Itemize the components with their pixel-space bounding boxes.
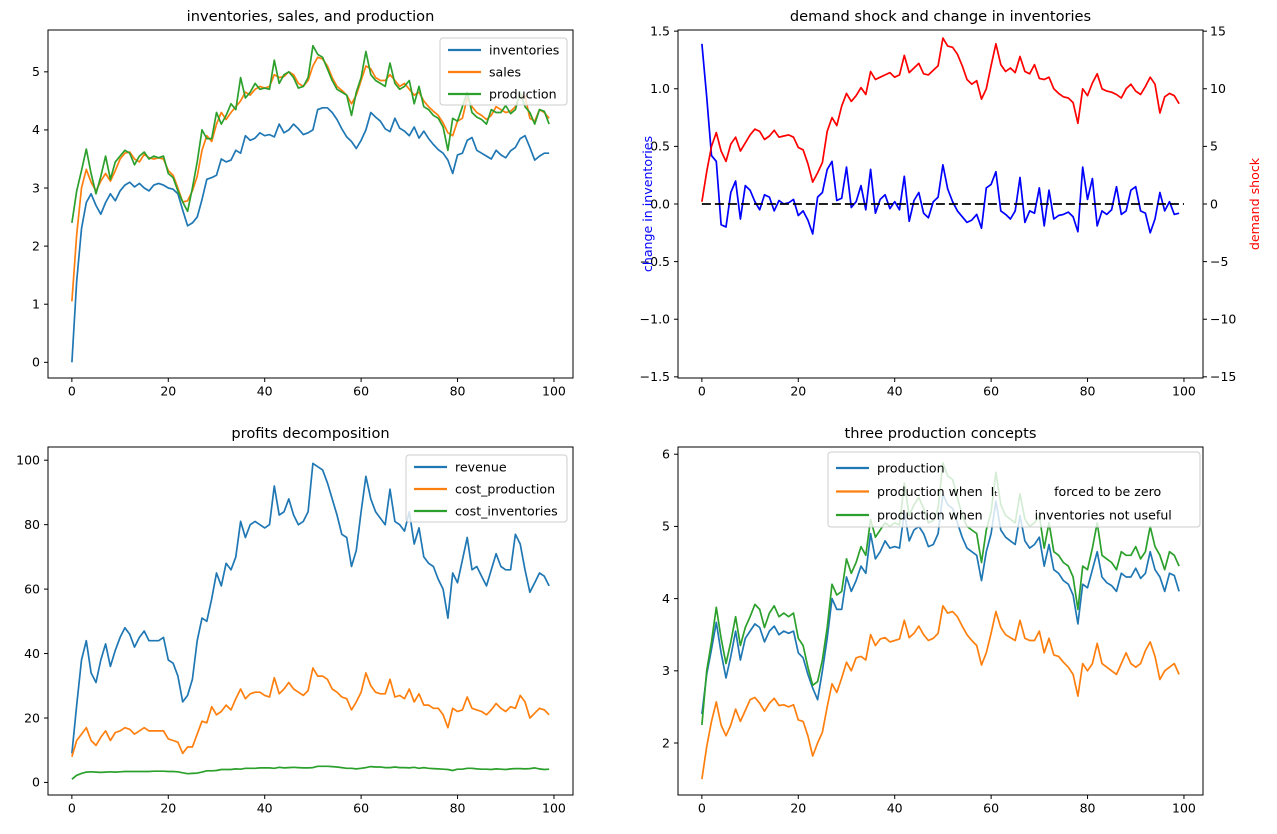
svg-text:production when Iₜ: production when Iₜ forced to be zero bbox=[877, 484, 1161, 499]
y-axis-label-change-in-inventories: change in inventories bbox=[640, 135, 655, 273]
svg-text:80: 80 bbox=[1080, 801, 1096, 816]
svg-text:0: 0 bbox=[32, 355, 40, 370]
svg-text:3: 3 bbox=[32, 180, 40, 195]
svg-text:−1.5: −1.5 bbox=[640, 369, 670, 384]
svg-text:100: 100 bbox=[1172, 384, 1196, 399]
svg-text:60: 60 bbox=[983, 384, 999, 399]
svg-text:0.5: 0.5 bbox=[650, 139, 670, 154]
svg-text:6: 6 bbox=[662, 447, 670, 462]
svg-text:20: 20 bbox=[790, 384, 806, 399]
svg-text:100: 100 bbox=[542, 384, 566, 399]
chart-title-inventories-sales-production: inventories, sales, and production bbox=[186, 8, 435, 25]
svg-text:5: 5 bbox=[1210, 139, 1218, 154]
svg-text:5: 5 bbox=[32, 64, 40, 79]
svg-text:1.0: 1.0 bbox=[650, 81, 670, 96]
svg-text:3: 3 bbox=[662, 663, 670, 678]
svg-text:40: 40 bbox=[257, 384, 273, 399]
svg-text:80: 80 bbox=[1080, 384, 1096, 399]
svg-text:15: 15 bbox=[1210, 23, 1226, 38]
svg-text:20: 20 bbox=[790, 801, 806, 816]
svg-text:20: 20 bbox=[160, 801, 176, 816]
svg-text:revenue: revenue bbox=[455, 459, 507, 474]
svg-text:10: 10 bbox=[1210, 81, 1226, 96]
svg-text:−15: −15 bbox=[1210, 369, 1236, 384]
three-production-concepts-chart: 0 20 40 60 80 100 2 3 4 5 6 production production wh… bbox=[662, 446, 1204, 816]
svg-text:80: 80 bbox=[450, 801, 466, 816]
svg-text:2: 2 bbox=[662, 735, 670, 750]
svg-text:0: 0 bbox=[698, 801, 706, 816]
chart-title-three-production-concepts: three production concepts bbox=[844, 425, 1037, 442]
demand-shock-inventory-change-chart: 0 20 40 60 80 100−1.5−1.0−0.50.00.51.01.5−15−… bbox=[640, 23, 1237, 399]
svg-text:5: 5 bbox=[662, 519, 670, 534]
svg-text:100: 100 bbox=[1172, 801, 1196, 816]
svg-text:40: 40 bbox=[887, 384, 903, 399]
svg-text:40: 40 bbox=[887, 801, 903, 816]
svg-text:20: 20 bbox=[160, 384, 176, 399]
svg-text:cost_inventories: cost_inventories bbox=[455, 503, 558, 518]
svg-text:production: production bbox=[877, 460, 945, 475]
profits-decomposition-chart: 0 20 40 60 80 100 0 20 40 60 80 100 revenue cost_prod… bbox=[16, 446, 574, 816]
svg-text:1.5: 1.5 bbox=[650, 23, 670, 38]
svg-text:0: 0 bbox=[32, 775, 40, 790]
svg-text:0.0: 0.0 bbox=[650, 196, 670, 211]
svg-text:production when in: production when inventories not useful bbox=[877, 507, 1172, 522]
svg-text:100: 100 bbox=[542, 801, 566, 816]
svg-text:−5: −5 bbox=[1210, 254, 1228, 269]
svg-text:sales: sales bbox=[489, 64, 521, 79]
y-axis-label-demand-shock: demand shock bbox=[1247, 157, 1262, 251]
svg-text:cost_production: cost_production bbox=[455, 481, 555, 496]
svg-text:inventories: inventories bbox=[489, 42, 559, 57]
svg-text:100: 100 bbox=[16, 453, 40, 468]
svg-text:−1.0: −1.0 bbox=[640, 312, 670, 327]
svg-text:2: 2 bbox=[32, 238, 40, 253]
svg-text:1: 1 bbox=[32, 297, 40, 312]
svg-text:40: 40 bbox=[24, 646, 40, 661]
svg-text:80: 80 bbox=[24, 517, 40, 532]
svg-text:40: 40 bbox=[257, 801, 273, 816]
svg-text:80: 80 bbox=[450, 384, 466, 399]
svg-text:0: 0 bbox=[1210, 196, 1218, 211]
svg-text:4: 4 bbox=[662, 591, 670, 606]
svg-text:60: 60 bbox=[983, 801, 999, 816]
chart-title-demand-shock: demand shock and change in inventories bbox=[789, 8, 1092, 25]
chart-title-profits-decomposition: profits decomposition bbox=[231, 425, 390, 442]
svg-text:60: 60 bbox=[353, 384, 369, 399]
svg-text:−0.5: −0.5 bbox=[640, 254, 670, 269]
svg-text:60: 60 bbox=[24, 581, 40, 596]
svg-text:60: 60 bbox=[353, 801, 369, 816]
inventories-sales-production-chart: 0 20 40 60 80 100 0 1 2 3 4 5 inventories sales produc… bbox=[32, 29, 574, 399]
svg-text:0: 0 bbox=[698, 384, 706, 399]
svg-text:−10: −10 bbox=[1210, 312, 1236, 327]
svg-text:4: 4 bbox=[32, 122, 40, 137]
svg-text:20: 20 bbox=[24, 710, 40, 725]
svg-text:0: 0 bbox=[68, 801, 76, 816]
svg-text:0: 0 bbox=[68, 384, 76, 399]
svg-text:production: production bbox=[489, 86, 557, 101]
